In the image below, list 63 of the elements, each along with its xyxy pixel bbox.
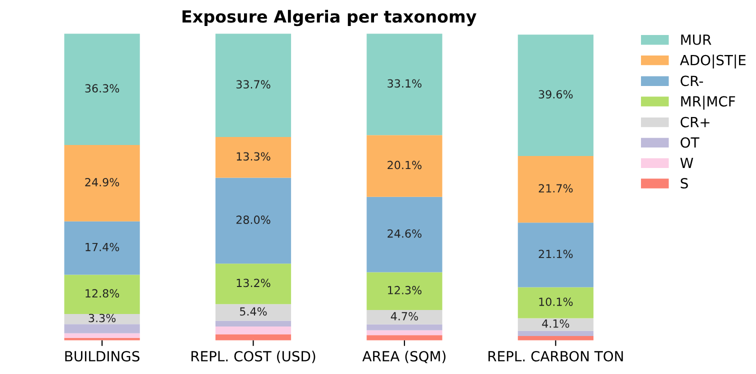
data-label: 4.1% [542, 319, 570, 328]
bar [215, 264, 292, 304]
bar [366, 310, 442, 324]
bar [366, 272, 442, 310]
bar [64, 333, 140, 338]
bar [215, 137, 292, 178]
data-label: 12.8% [86, 289, 120, 298]
data-label: 36.3% [85, 84, 120, 93]
data-label: 3.3% [88, 314, 116, 322]
legend-label: OT [680, 137, 700, 148]
data-label: 4.7% [390, 312, 418, 320]
bar [518, 318, 594, 331]
chart-title: Exposure Algeria per taxonomy [182, 10, 476, 26]
data-label: 39.6% [538, 90, 573, 99]
data-label: 33.7% [236, 80, 270, 89]
data-label: 13.3% [236, 152, 270, 161]
bar [64, 324, 140, 334]
bar [366, 330, 442, 336]
data-label: 33.1% [388, 79, 422, 88]
legend-label: W [680, 158, 694, 168]
bar [366, 34, 442, 136]
x-tick-label: AREA (SQM) [362, 350, 446, 364]
bar [366, 135, 442, 197]
bar [518, 156, 594, 223]
x-tick-label: REPL. CARBON TON [488, 351, 623, 362]
bar [366, 335, 442, 340]
data-label: 10.1% [539, 298, 573, 306]
x-tick-label: REPL. COST (USD) [192, 350, 316, 364]
bar [215, 178, 292, 264]
legend-label: MR|MCF [681, 96, 736, 110]
legend-label: CR+ [680, 116, 710, 128]
x-tick-label: BUILDINGS [65, 351, 140, 362]
bar [64, 34, 140, 145]
legend-label: MUR [681, 34, 712, 45]
legend-label: CR- [680, 76, 703, 86]
bar [518, 287, 594, 318]
data-label: 20.1% [388, 160, 422, 170]
data-label: 24.6% [388, 229, 422, 238]
data-label: 13.2% [236, 278, 270, 288]
legend-label: S [680, 178, 688, 189]
bar [64, 144, 140, 222]
bar [64, 314, 140, 324]
data-label: 12.3% [388, 286, 422, 294]
bar [366, 324, 442, 330]
bar [215, 320, 292, 327]
data-label: 24.9% [85, 178, 120, 186]
bar [366, 196, 442, 272]
bar [215, 34, 292, 138]
bar [215, 304, 292, 321]
data-label: 21.7% [538, 184, 573, 193]
bar [215, 334, 292, 340]
bar [215, 326, 292, 334]
data-label: 5.4% [240, 307, 267, 316]
legend-label: ADO|ST|E [680, 54, 746, 68]
bar [518, 222, 594, 288]
bar [64, 221, 140, 275]
bar [518, 34, 594, 156]
data-label: 28.0% [236, 216, 270, 224]
data-label: 21.1% [538, 250, 573, 258]
bar [64, 274, 140, 314]
bar [518, 336, 594, 340]
data-label: 17.4% [86, 242, 120, 252]
bar [518, 330, 594, 336]
